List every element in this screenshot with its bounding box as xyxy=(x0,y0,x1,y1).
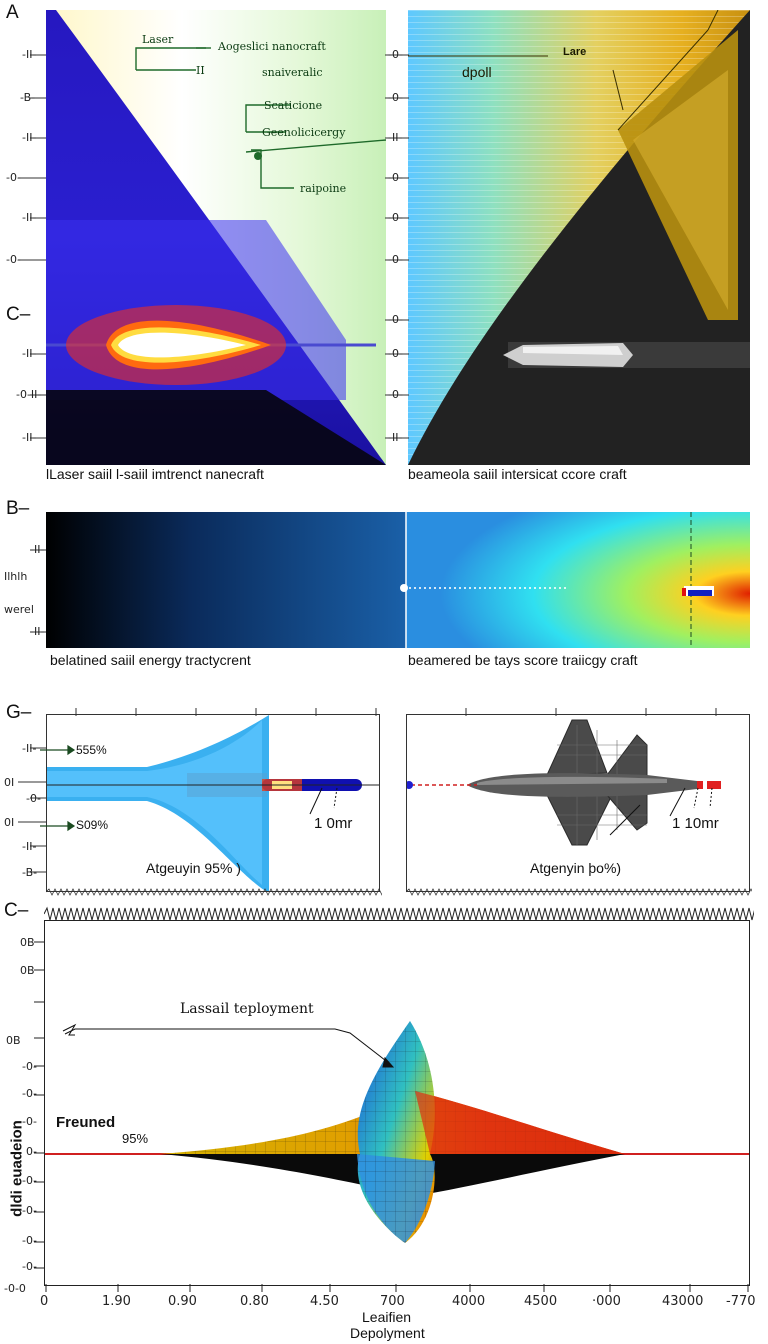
c-annotation-freuned: Freuned xyxy=(56,1114,116,1131)
panel-a-left-plot xyxy=(46,10,386,465)
g-left-ytick-2: 0I xyxy=(4,776,15,789)
c-xtick-9: ·000 xyxy=(592,1294,621,1309)
a-left-ytick-5: -II- xyxy=(22,211,37,224)
b-ytick-3: werel xyxy=(4,603,34,616)
c-xtick-5: 4.50 xyxy=(310,1294,339,1309)
a-right-ytick-7: -0- xyxy=(388,313,403,326)
a-left-ytick-1: -II- xyxy=(22,48,37,61)
panel-c-plot xyxy=(44,920,750,1286)
c-ytick-4: -0- xyxy=(22,1060,37,1073)
c-annotation-pct: 95% xyxy=(122,1131,149,1146)
anno-scaticione: Scaticione xyxy=(264,99,323,112)
a-left-ytick-2: -B- xyxy=(20,91,36,104)
c-ytick-5: -0- xyxy=(22,1087,37,1100)
panel-g-right-plot xyxy=(406,714,750,892)
anno-laser: Laser xyxy=(142,33,174,46)
panel-a-right-plot xyxy=(408,10,750,465)
c-ytick-3: 0B xyxy=(6,1034,21,1047)
g-left-ytick-1: -II- xyxy=(22,742,37,755)
c-ytick-7: 0- xyxy=(26,1145,37,1158)
anno-geenolicicergy: Geenolicicergy xyxy=(262,126,346,139)
panel-label-a: A xyxy=(6,2,19,23)
a-right-ytick-4: -0- xyxy=(388,171,403,184)
c-xtick-7: 4000 xyxy=(452,1294,486,1309)
anno-dpoll: dpoll xyxy=(462,64,492,80)
g-left-ytick-3: -0- xyxy=(26,792,41,805)
a-left-ytick-8: -0-II- xyxy=(16,388,42,401)
panel-label-c-top: C– xyxy=(6,304,31,325)
c-xtick-8: 4500 xyxy=(524,1294,558,1309)
g-left-ytick-5: -II- xyxy=(22,840,37,853)
c-xlabel-2: Depolyment xyxy=(350,1325,425,1341)
c-xtick-4: 0.80 xyxy=(240,1294,269,1309)
b-ytick-2: Ilhlh xyxy=(4,570,28,583)
g-left-ytick-4: 0I xyxy=(4,816,15,829)
a-right-ytick-5: -0- xyxy=(388,211,403,224)
a-left-ytick-7: -II- xyxy=(22,347,37,360)
a-left-ytick-3: -II- xyxy=(22,131,37,144)
c-ytick-11: -0- xyxy=(22,1260,37,1273)
b-ytick-1: -II- xyxy=(30,543,45,556)
anno-snaiveralic: snaiveralic xyxy=(262,66,323,79)
a-right-ytick-8: -0- xyxy=(388,347,403,360)
a-right-caption: beameola saiil intersicat ccore craft xyxy=(408,466,627,482)
a-right-ytick-10: -II- xyxy=(388,431,403,444)
c-ytick-12: -0-0 xyxy=(4,1282,26,1295)
c-xtick-3: 0.90 xyxy=(168,1294,197,1309)
panel-label-g: G– xyxy=(6,702,32,723)
c-xtick-10: 43000 xyxy=(662,1294,704,1309)
c-xlabel-1: Leaifien xyxy=(362,1309,412,1325)
c-xtick-11: -770 xyxy=(726,1294,756,1309)
a-left-ytick-4: -0- xyxy=(6,171,21,184)
a-left-ytick-9: -II- xyxy=(22,431,37,444)
b-ytick-4: -II- xyxy=(30,625,45,638)
g-right-scale: 1 10mr xyxy=(672,815,719,832)
g-left-label-s09: S09% xyxy=(76,818,109,832)
c-ytick-2: 0B xyxy=(20,964,35,977)
a-right-ytick-2: -0- xyxy=(388,91,403,104)
a-right-ytick-1: -0- xyxy=(388,48,403,61)
c-xtick-2: 1.90 xyxy=(102,1294,131,1309)
b-caption-left: belatined saiil energy tractycrent xyxy=(50,652,251,668)
anno-aogeslici: Aogeslici nanocraft xyxy=(218,40,326,53)
anno-raipoine: raipoine xyxy=(300,182,347,195)
c-ytick-6: -0- xyxy=(22,1115,37,1128)
anno-ii: II xyxy=(196,64,205,77)
a-right-ytick-3: -II- xyxy=(388,131,403,144)
b-caption-right: beamered be tays score traiicgy craft xyxy=(408,652,638,668)
g-left-caption: Atgeuyin 95% ) xyxy=(146,860,241,876)
c-ytick-10: -0- xyxy=(22,1234,37,1247)
anno-lare: Lare xyxy=(563,46,587,58)
panel-b-plot xyxy=(46,512,750,648)
c-xtick-6: 700 xyxy=(380,1294,405,1309)
g-left-label-555: 555% xyxy=(76,743,107,757)
c-ylabel: dldi euadeion xyxy=(8,1120,26,1217)
a-right-ytick-6: -0- xyxy=(388,253,403,266)
a-right-ytick-9: -0- xyxy=(388,388,403,401)
c-annotation-deploy: Lassail teployment xyxy=(180,1001,314,1017)
panel-g-left-plot xyxy=(46,714,380,892)
panel-label-c-bottom: C– xyxy=(4,900,29,921)
g-right-caption: Atgenyin þo%) xyxy=(530,860,622,876)
panel-label-b: B– xyxy=(6,498,30,519)
g-left-scale: 1 0mr xyxy=(314,815,353,832)
c-ytick-8: -0- xyxy=(22,1174,37,1187)
c-ytick-1: 0B xyxy=(20,936,35,949)
g-left-ytick-6: -B- xyxy=(22,866,38,879)
c-ytick-9: -0- xyxy=(22,1204,37,1217)
c-xtick-1: 0 xyxy=(40,1294,49,1309)
a-left-caption: lLaser saiil l-saiil imtrenct nanecraft xyxy=(46,466,264,482)
a-left-ytick-6: -0- xyxy=(6,253,21,266)
